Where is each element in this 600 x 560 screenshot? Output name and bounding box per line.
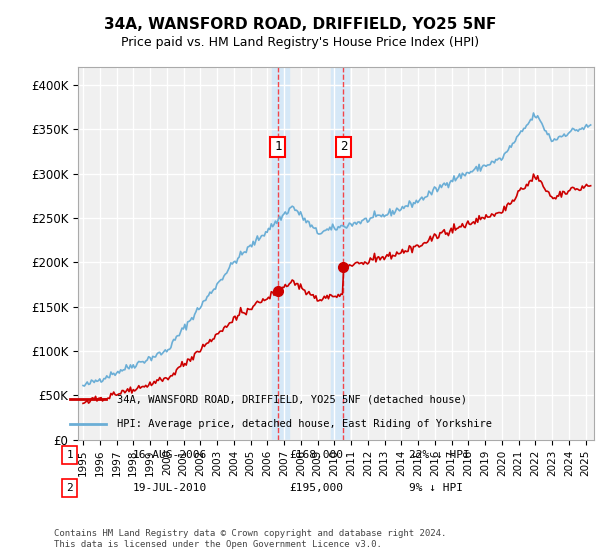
Text: £195,000: £195,000 xyxy=(289,483,343,493)
Text: 22% ↓ HPI: 22% ↓ HPI xyxy=(409,450,470,460)
Text: 9% ↓ HPI: 9% ↓ HPI xyxy=(409,483,463,493)
Text: Price paid vs. HM Land Registry's House Price Index (HPI): Price paid vs. HM Land Registry's House … xyxy=(121,36,479,49)
Bar xyxy=(331,67,349,440)
Bar xyxy=(272,67,289,440)
Text: 1: 1 xyxy=(274,141,281,153)
Text: Contains HM Land Registry data © Crown copyright and database right 2024.
This d: Contains HM Land Registry data © Crown c… xyxy=(54,529,446,549)
Text: 34A, WANSFORD ROAD, DRIFFIELD, YO25 5NF (detached house): 34A, WANSFORD ROAD, DRIFFIELD, YO25 5NF … xyxy=(116,394,467,404)
Text: 1: 1 xyxy=(66,450,73,460)
Text: 2: 2 xyxy=(66,483,73,493)
Text: 2: 2 xyxy=(340,141,347,153)
Text: £168,000: £168,000 xyxy=(289,450,343,460)
Text: 34A, WANSFORD ROAD, DRIFFIELD, YO25 5NF: 34A, WANSFORD ROAD, DRIFFIELD, YO25 5NF xyxy=(104,17,496,32)
Text: 19-JUL-2010: 19-JUL-2010 xyxy=(133,483,206,493)
Text: HPI: Average price, detached house, East Riding of Yorkshire: HPI: Average price, detached house, East… xyxy=(116,419,491,429)
Text: 16-AUG-2006: 16-AUG-2006 xyxy=(133,450,206,460)
